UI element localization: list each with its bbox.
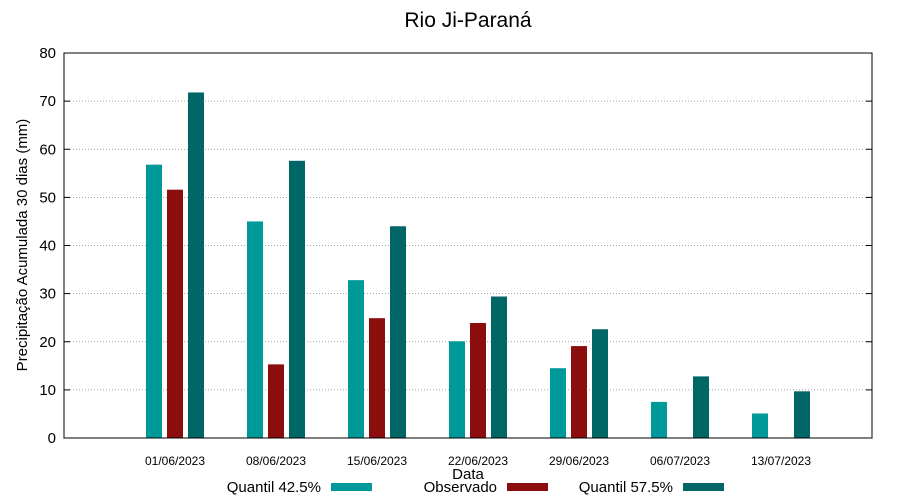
legend-swatch <box>331 483 372 491</box>
bar-3-6 <box>693 376 709 438</box>
x-tick-label: 29/06/2023 <box>549 454 609 468</box>
y-tick-label: 70 <box>39 93 56 110</box>
y-tick-label: 40 <box>39 238 56 255</box>
legend-swatch <box>507 483 548 491</box>
y-tick-label: 30 <box>39 286 56 303</box>
bar-2-3 <box>369 318 385 438</box>
y-tick-label: 50 <box>39 189 56 206</box>
x-tick-label: 06/07/2023 <box>650 454 710 468</box>
y-tick-label: 0 <box>48 430 56 447</box>
x-tick-label: 01/06/2023 <box>145 454 205 468</box>
bar-3-5 <box>592 329 608 438</box>
bar-3-2 <box>289 160 305 439</box>
bar-3-3 <box>390 226 406 438</box>
chart-title: Rio Ji-Paraná <box>404 9 532 32</box>
bar-2-2 <box>268 364 284 438</box>
x-tick-label: 08/06/2023 <box>246 454 306 468</box>
x-axis-label: Data <box>452 466 484 483</box>
bar-3-1 <box>188 92 204 439</box>
bar-3-7 <box>794 391 810 438</box>
y-tick-label: 60 <box>39 141 56 158</box>
legend-swatch <box>683 483 724 491</box>
x-tick-label: 15/06/2023 <box>347 454 407 468</box>
y-tick-label: 10 <box>39 382 56 399</box>
bars <box>146 92 810 439</box>
bar-2-4 <box>470 322 486 438</box>
bar-1-3 <box>348 280 364 438</box>
y-axis-label: Precipitação Acumulada 30 dias (mm) <box>14 119 31 372</box>
grid-lines <box>64 100 872 391</box>
bar-1-6 <box>651 401 667 438</box>
bar-1-1 <box>146 164 162 438</box>
legend-label: Quantil 42.5% <box>227 479 321 496</box>
x-tick-label: 13/07/2023 <box>751 454 811 468</box>
bar-1-4 <box>449 341 465 438</box>
legend-label: Observado <box>424 479 497 496</box>
x-axis-ticks: 01/06/2023 08/06/2023 15/06/2023 22/06/2023… <box>145 454 811 468</box>
legend: Quantil 42.5% Observado Quantil 57.5% <box>227 479 724 496</box>
bar-1-7 <box>752 413 768 438</box>
bar-2-1 <box>167 189 183 438</box>
bar-1-2 <box>247 221 263 438</box>
bar-1-5 <box>550 368 566 438</box>
y-tick-label: 20 <box>39 334 56 351</box>
x-tick-label: 22/06/2023 <box>448 454 508 468</box>
bar-3-4 <box>491 296 507 438</box>
y-tick-label: 80 <box>39 45 56 62</box>
y-axis-ticks: 0 10 20 30 40 50 60 70 80 <box>39 45 872 447</box>
plot-frame <box>63 52 873 439</box>
bar-2-5 <box>571 346 587 438</box>
legend-label: Quantil 57.5% <box>579 479 673 496</box>
